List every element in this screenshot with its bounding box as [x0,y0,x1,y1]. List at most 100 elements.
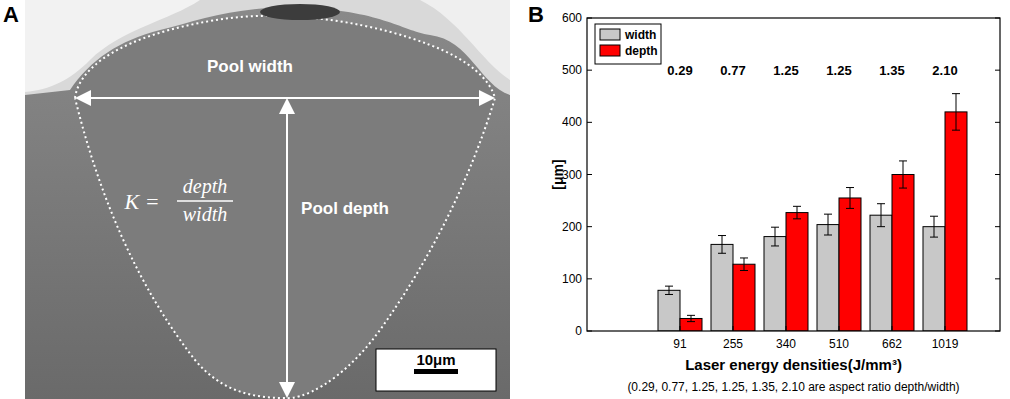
error-bar [930,216,938,237]
y-tick [995,174,1000,175]
x-tick-label: 510 [829,337,849,351]
error-cap [740,257,748,258]
y-tick [995,226,1000,227]
y-tick-label: 0 [575,324,582,338]
error-cap [877,203,885,204]
panel-b: B01002003004005006009125534051066210190.… [528,2,1000,394]
formula-lhs: K = [123,189,159,214]
y-tick [995,122,1000,123]
y-tick [587,70,592,71]
plot-frame [587,18,1000,331]
x-tick [839,326,840,331]
aspect-ratio-label: 2.10 [932,63,957,78]
y-tick [587,122,592,123]
error-cap [952,130,960,131]
figure: Pool widthPool depthK =depthwidth10μmAB0… [0,0,1010,399]
error-cap [824,214,832,215]
bar [786,213,808,331]
x-tick-label: 662 [882,337,902,351]
y-tick [587,226,592,227]
error-cap [665,286,673,287]
scale-bar-label: 10μm [416,351,455,368]
panel-a: Pool widthPool depthK =depthwidth10μmA [0,0,510,399]
formula-denominator: width [183,203,227,225]
error-cap [793,218,801,219]
error-cap [899,188,907,189]
x-tick-label: 340 [776,337,796,351]
y-tick-label: 400 [562,115,582,129]
formula-numerator: depth [183,175,227,198]
surface-spot [260,4,340,20]
error-line [850,188,851,209]
x-tick-label: 255 [723,337,743,351]
x-tick [786,326,787,331]
error-cap [899,160,907,161]
error-cap [930,237,938,238]
legend-swatch [600,29,620,40]
pool-width-label: Pool width [207,57,293,76]
error-line [934,216,935,237]
width-arrow [77,97,493,99]
error-bar [665,286,673,294]
error-line [828,214,829,235]
y-tick-label: 500 [562,63,582,77]
bar [892,175,914,332]
y-tick-label: 600 [562,11,582,25]
aspect-ratio-label: 1.25 [773,63,798,78]
legend-swatch [600,45,620,56]
error-bar [771,227,779,246]
pool-depth-label: Pool depth [301,199,389,218]
x-tick [680,326,681,331]
bar [817,225,839,331]
error-bar [824,214,832,235]
bar [870,215,892,331]
error-bar [877,204,885,227]
error-cap [952,93,960,94]
error-line [775,227,776,246]
error-bar [952,94,960,131]
bar [764,237,786,331]
x-tick-label: 91 [673,337,687,351]
y-tick [587,331,592,332]
error-bar [687,315,695,321]
error-cap [793,206,801,207]
legend-label: depth [625,44,658,58]
error-cap [930,216,938,217]
bar [923,227,945,331]
sem-image [25,0,510,399]
aspect-ratio-label: 1.25 [826,63,851,78]
x-tick [892,326,893,331]
error-bar [899,161,907,188]
error-bar [793,206,801,219]
fraction-bar [177,200,233,202]
x-axis-label: Laser energy densities(J/mm³) [685,356,902,373]
error-cap [665,294,673,295]
y-tick [995,70,1000,71]
error-line [691,315,692,321]
legend: widthdepth [595,24,661,64]
aspect-ratio-label: 0.77 [720,63,745,78]
error-cap [877,226,885,227]
bar [839,198,861,331]
error-line [797,206,798,219]
bar [711,244,733,331]
subtitle: (0.29, 0.77, 1.25, 1.25, 1.35, 2.10 are … [627,380,959,394]
error-line [669,286,670,294]
error-bar [846,188,854,209]
error-line [881,204,882,227]
error-cap [687,315,695,316]
pool-outline [75,16,495,398]
scale-bar [414,369,458,374]
y-tick-label: 200 [562,220,582,234]
y-tick [995,331,1000,332]
y-tick [587,174,592,175]
bar [945,112,967,331]
error-line [956,94,957,131]
error-cap [718,235,726,236]
error-cap [687,321,695,322]
error-cap [824,235,832,236]
error-cap [846,208,854,209]
y-tick [587,18,592,19]
bars [658,94,967,331]
error-bar [718,236,726,254]
